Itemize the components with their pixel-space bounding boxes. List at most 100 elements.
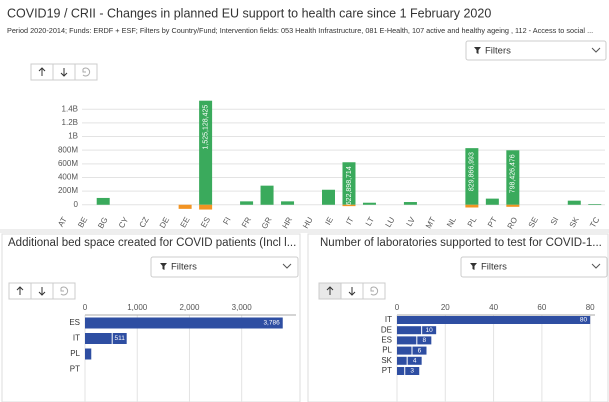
x-tick-label: AT [56, 215, 69, 228]
bar [342, 204, 356, 207]
bar [199, 204, 213, 210]
bar [397, 336, 417, 345]
y-tick-label: 1B [68, 132, 78, 141]
y-tick-label: 800M [58, 145, 78, 154]
chart-subtitle: Period 2020-2014; Funds: ERDF + ESF; Fil… [7, 26, 593, 35]
filters-dropdown[interactable]: Filters [460, 256, 608, 278]
data-label: 798,426,476 [510, 154, 517, 193]
data-label-box [417, 336, 432, 345]
dropdown-box[interactable] [150, 256, 299, 278]
data-label-box [412, 346, 427, 355]
up-icon [16, 286, 24, 295]
y-tick-label: IT [385, 315, 392, 324]
filter-icon [474, 47, 481, 54]
reset-icon [82, 67, 91, 77]
chart-title: COVID19 / CRII - Changes in planned EU s… [7, 6, 491, 20]
dropdown-box[interactable] [460, 256, 608, 278]
data-label: 1,525,128,425 [202, 105, 209, 150]
y-tick-label: 0 [74, 200, 79, 209]
bar [85, 333, 112, 344]
data-label: 4 [413, 358, 417, 365]
bar [465, 204, 479, 208]
x-tick-label: 0 [395, 303, 400, 312]
bar [199, 100, 213, 205]
filters-dropdown[interactable]: Filters [150, 256, 299, 278]
bar [85, 317, 283, 329]
x-tick-label: IT [344, 215, 355, 226]
y-tick-label: DE [381, 325, 392, 334]
dropdown-box[interactable] [465, 40, 607, 61]
x-tick-label: 80 [586, 303, 595, 312]
filter-icon [160, 263, 167, 270]
y-tick-label: SK [381, 356, 392, 365]
bar [397, 367, 405, 375]
data-label: 80 [580, 317, 588, 324]
bar [397, 326, 422, 335]
x-tick-label: 0 [83, 303, 88, 312]
data-label-box [112, 333, 127, 344]
bar [485, 198, 499, 205]
x-tick-label: PL [466, 215, 479, 228]
dropdown-label[interactable]: Filters [481, 262, 507, 273]
data-label: 829,866,993 [469, 152, 476, 191]
bar [506, 150, 520, 205]
chart-title: Number of laboratories supported to test… [320, 237, 602, 249]
bar [567, 200, 581, 205]
x-tick-label: 3,000 [232, 303, 253, 312]
data-label: 6 [418, 347, 422, 354]
y-tick-label: PL [382, 346, 392, 355]
down-icon [348, 287, 356, 296]
x-tick-label: SI [549, 216, 561, 227]
bar [281, 201, 295, 205]
up-icon [326, 286, 334, 295]
y-tick-label: 1.4B [62, 104, 78, 113]
bar [342, 162, 356, 205]
sort-buttons [318, 282, 386, 300]
y-tick-label: 1.2B [62, 118, 78, 127]
y-tick-label: 200M [58, 186, 78, 195]
sort-buttons [8, 282, 76, 300]
data-label-box [422, 326, 437, 335]
bar [240, 201, 254, 205]
data-label: 8 [423, 337, 427, 344]
data-label: 622,898,714 [346, 166, 353, 205]
chart-title: Additional bed space created for COVID p… [8, 237, 296, 249]
bar [85, 348, 92, 360]
y-tick-label: PT [382, 366, 392, 375]
x-tick-label: 40 [489, 303, 498, 312]
y-tick-label: ES [381, 336, 392, 345]
x-tick-label: FI [221, 216, 232, 227]
bar [260, 185, 274, 205]
data-label-box [407, 356, 422, 365]
x-tick-label: IE [323, 216, 335, 227]
sort-buttons [30, 63, 98, 81]
y-tick-label: ES [69, 318, 80, 327]
bar [178, 204, 192, 209]
data-label: 3 [410, 368, 414, 375]
reset-icon [60, 286, 69, 296]
data-label: 3,786 [263, 320, 280, 327]
filters-dropdown[interactable]: Filters [465, 40, 607, 61]
x-tick-label: 2,000 [179, 303, 200, 312]
x-tick-label: 60 [537, 303, 546, 312]
y-tick-label: PT [70, 365, 80, 374]
up-icon [38, 67, 46, 76]
bar [397, 316, 591, 324]
dropdown-label[interactable]: Filters [171, 262, 197, 273]
separator [0, 229, 609, 233]
bar [506, 204, 520, 207]
chevron [591, 263, 601, 269]
dropdown-label[interactable]: Filters [485, 46, 511, 57]
bar [397, 346, 412, 355]
x-tick-label: LT [364, 215, 376, 227]
reset-icon [370, 286, 379, 296]
bar [397, 356, 407, 365]
bar [322, 189, 335, 205]
bar [465, 148, 479, 205]
y-tick-label: 600M [58, 159, 78, 168]
panel [1, 233, 301, 402]
x-tick-label: 1,000 [127, 303, 148, 312]
y-tick-label: PL [70, 349, 80, 358]
